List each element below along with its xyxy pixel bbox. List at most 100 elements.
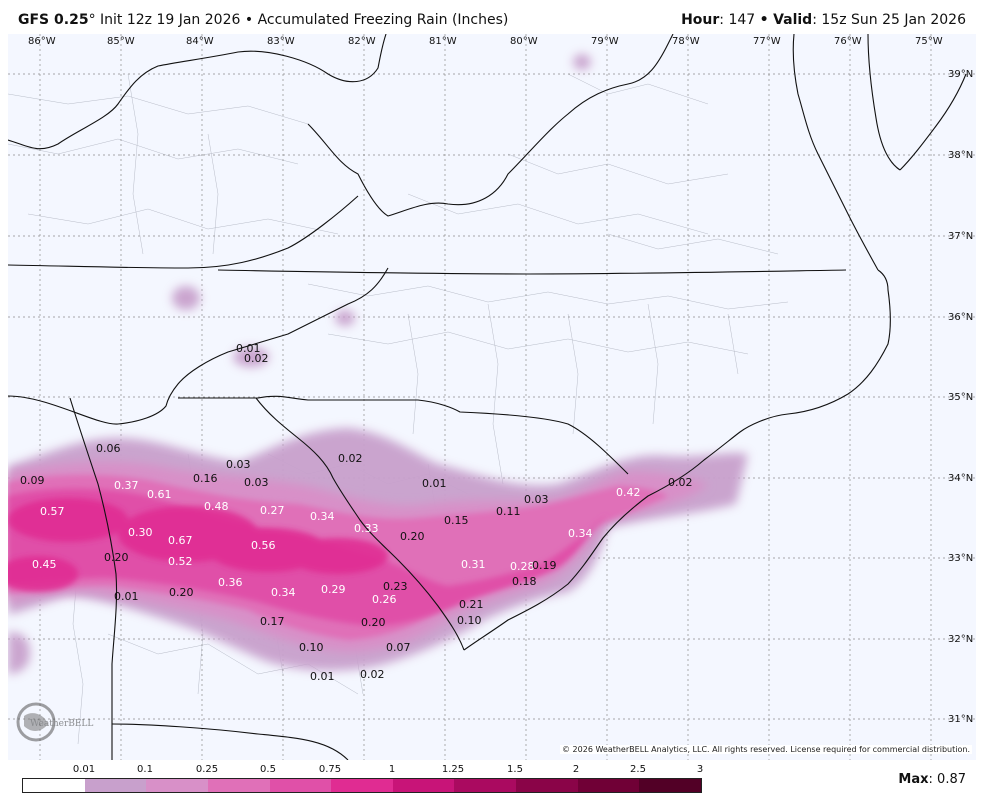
accum-label: 0.17	[260, 615, 285, 628]
accum-label: 0.26	[372, 593, 397, 606]
legend-swatch	[454, 779, 517, 792]
legend-label: 0.1	[137, 764, 153, 775]
latitude-ticks: 39°N 38°N 37°N 36°N 35°N 34°N 33°N 32°N …	[948, 69, 973, 725]
accum-label: 0.61	[147, 488, 172, 501]
accum-label: 0.02	[668, 476, 693, 489]
lon-tick-77: 77°W	[753, 36, 781, 47]
accum-label: 0.48	[204, 500, 229, 513]
valid-value: 15z Sun 25 Jan 2026	[821, 12, 966, 28]
lat-tick-37: 37°N	[948, 231, 973, 242]
freezing-rain-shading	[8, 54, 748, 674]
accum-label: 0.36	[218, 576, 243, 589]
lon-tick-82: 82°W	[348, 36, 376, 47]
legend-swatch	[639, 779, 702, 792]
accum-label: 0.03	[244, 476, 269, 489]
accum-label: 0.02	[360, 668, 385, 681]
accum-label: 0.42	[616, 486, 641, 499]
accum-label: 0.20	[169, 586, 194, 599]
accum-label: 0.52	[168, 555, 193, 568]
legend-label: 2.5	[630, 764, 646, 775]
lon-tick-83: 83°W	[267, 36, 295, 47]
state-borders	[8, 34, 967, 760]
accum-label: 0.01	[422, 477, 447, 490]
init-time: Init 12z 19 Jan 2026	[100, 12, 241, 28]
color-legend: 0.01 0.1 0.25 0.5 0.75 1 1.25 1.5 2 2.5 …	[22, 764, 704, 804]
valid-separator: •	[759, 12, 769, 28]
title-separator: •	[244, 12, 254, 28]
lat-tick-36: 36°N	[948, 312, 973, 323]
legend-label: 1.25	[441, 764, 465, 775]
hour-value: 147	[728, 12, 756, 28]
accum-label: 0.20	[104, 551, 129, 564]
accum-label: 0.31	[461, 558, 486, 571]
legend-swatch	[23, 779, 85, 792]
accum-label: 0.07	[386, 641, 411, 654]
legend-label: 0.5	[260, 764, 276, 775]
model-name: GFS 0.25	[18, 12, 89, 28]
legend-label: 2	[572, 764, 580, 775]
lat-tick-38: 38°N	[948, 150, 973, 161]
accum-label: 0.30	[128, 526, 153, 539]
legend-swatch	[331, 779, 393, 792]
accum-label: 0.23	[383, 580, 408, 593]
product-name: Accumulated Freezing Rain (Inches)	[257, 12, 509, 28]
legend-swatch	[84, 779, 147, 792]
accum-label: 0.02	[244, 352, 269, 365]
legend-label: 3	[696, 764, 704, 775]
weatherbell-logo: WeatherBELL	[16, 702, 93, 742]
accum-label: 0.20	[361, 616, 386, 629]
accum-label: 0.10	[299, 641, 324, 654]
lat-tick-39: 39°N	[948, 69, 973, 80]
lon-tick-78: 78°W	[672, 36, 700, 47]
max-label: Max	[898, 772, 929, 787]
copyright-notice: © 2026 WeatherBELL Analytics, LLC. All r…	[560, 745, 972, 754]
accum-label: 0.34	[568, 527, 593, 540]
legend-label: 0.01	[72, 764, 96, 775]
accum-label: 0.03	[226, 458, 251, 471]
accum-label: 0.01	[114, 590, 139, 603]
accum-label: 0.01	[236, 342, 261, 355]
lon-tick-79: 79°W	[591, 36, 619, 47]
legend-swatch	[207, 779, 270, 792]
accum-label: 0.57	[40, 505, 65, 518]
legend-swatch	[146, 779, 208, 792]
accum-label: 0.67	[168, 534, 193, 547]
lat-tick-32: 32°N	[948, 634, 973, 645]
accum-label: 0.29	[321, 583, 346, 596]
accum-label: 0.28	[510, 560, 535, 573]
legend-label: 0.75	[318, 764, 342, 775]
valid-time-info: Hour: 147 • Valid: 15z Sun 25 Jan 2026	[681, 12, 966, 28]
lon-tick-75: 75°W	[915, 36, 943, 47]
accum-label: 0.09	[20, 474, 45, 487]
accum-label: 0.18	[512, 575, 537, 588]
legend-label: 1	[388, 764, 396, 775]
lat-tick-31: 31°N	[948, 714, 973, 725]
logo-text: WeatherBELL	[30, 719, 93, 729]
accum-label: 0.33	[354, 522, 379, 535]
hour-label: Hour	[681, 12, 720, 28]
lon-tick-80: 80°W	[510, 36, 538, 47]
legend-swatch	[392, 779, 455, 792]
forecast-map[interactable]: 86°W 85°W 84°W 83°W 82°W 81°W 80°W 79°W …	[8, 34, 976, 760]
accum-label: 0.19	[532, 559, 557, 572]
accum-label: 0.01	[310, 670, 335, 683]
legend-label: 1.5	[507, 764, 523, 775]
longitude-ticks: 86°W 85°W 84°W 83°W 82°W 81°W 80°W 79°W …	[28, 36, 943, 47]
lat-tick-34: 34°N	[948, 473, 973, 484]
legend-label: 0.25	[195, 764, 219, 775]
accum-label: 0.45	[32, 558, 57, 571]
legend-swatch	[577, 779, 640, 792]
model-degree-symbol: °	[88, 12, 96, 28]
lon-tick-84: 84°W	[186, 36, 214, 47]
legend-swatch	[269, 779, 332, 792]
legend-swatch	[516, 779, 578, 792]
accum-label: 0.16	[193, 472, 218, 485]
accum-label: 0.20	[400, 530, 425, 543]
accum-label: 0.27	[260, 504, 285, 517]
lon-tick-86: 86°W	[28, 36, 56, 47]
max-value: Max: 0.87	[898, 772, 966, 787]
accumulation-labels: 0.01 0.02 0.06 0.03 0.02 0.09 0.37 0.61 …	[20, 342, 693, 683]
legend-color-bar	[22, 778, 702, 793]
accum-label: 0.56	[251, 539, 276, 552]
accum-label: 0.03	[524, 493, 549, 506]
